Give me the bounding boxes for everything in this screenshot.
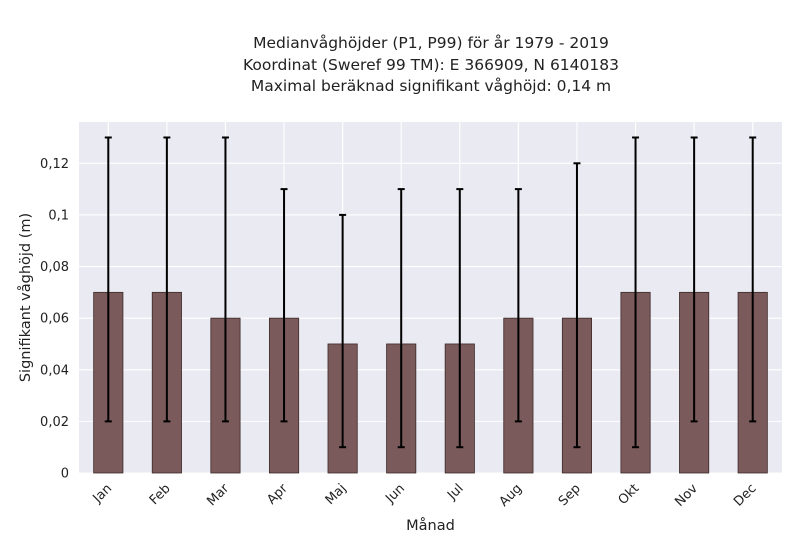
error-bar-feb xyxy=(163,136,171,423)
title-line-3: Maximal beräknad signifikant våghöjd: 0,… xyxy=(250,77,612,95)
y-axis-label: Signifikant våghöjd (m) xyxy=(17,213,34,382)
x-tick-label: Dec xyxy=(731,481,759,509)
error-bar-jun xyxy=(397,188,405,449)
title-line-1: Medianvåghöjder (P1, P99) för år 1979 - … xyxy=(253,34,609,52)
x-tick-label: Apr xyxy=(264,481,291,508)
y-tick-label: 0,1 xyxy=(48,208,69,223)
error-bar-sep xyxy=(573,162,581,449)
y-tick-label: 0,12 xyxy=(40,157,69,172)
chart-title: Medianvåghöjder (P1, P99) för år 1979 - … xyxy=(80,33,782,98)
plot-area xyxy=(79,122,782,473)
error-bar-aug xyxy=(514,188,522,423)
error-bar-jan xyxy=(104,136,112,423)
error-bar-dec xyxy=(749,136,757,423)
x-axis-ticks: Jan Feb Mar Apr Maj Jun Jul Aug Sep Okt Nov Dec xyxy=(90,481,760,510)
error-bar-nov xyxy=(690,136,698,423)
y-tick-label: 0,04 xyxy=(40,363,69,378)
y-tick-label: 0,08 xyxy=(40,260,69,275)
x-tick-label: Jun xyxy=(382,481,408,507)
x-tick-label: Jan xyxy=(90,481,115,506)
error-bar-okt xyxy=(632,136,640,449)
error-bar-jul xyxy=(456,188,464,449)
x-tick-label: Aug xyxy=(497,481,526,510)
x-tick-label: Maj xyxy=(323,481,350,508)
y-tick-label: 0,06 xyxy=(40,312,69,327)
error-bars xyxy=(104,136,757,449)
error-bar-mar xyxy=(221,136,229,423)
x-tick-label: Okt xyxy=(616,481,643,508)
title-line-2: Koordinat (Sweref 99 TM): E 366909, N 61… xyxy=(243,55,619,74)
x-tick-label: Nov xyxy=(672,481,701,510)
y-tick-label: 0 xyxy=(61,467,69,482)
error-bar-maj xyxy=(339,213,347,449)
x-tick-label: Mar xyxy=(204,481,232,509)
x-tick-label: Jul xyxy=(444,481,466,503)
x-tick-label: Feb xyxy=(147,481,174,508)
x-axis-label: Månad xyxy=(406,517,455,534)
y-tick-label: 0,02 xyxy=(40,415,69,430)
y-axis-ticks: 0 0,02 0,04 0,06 0,08 0,1 0,12 xyxy=(40,157,69,482)
x-tick-label: Sep xyxy=(556,481,584,509)
error-bar-apr xyxy=(280,188,288,423)
